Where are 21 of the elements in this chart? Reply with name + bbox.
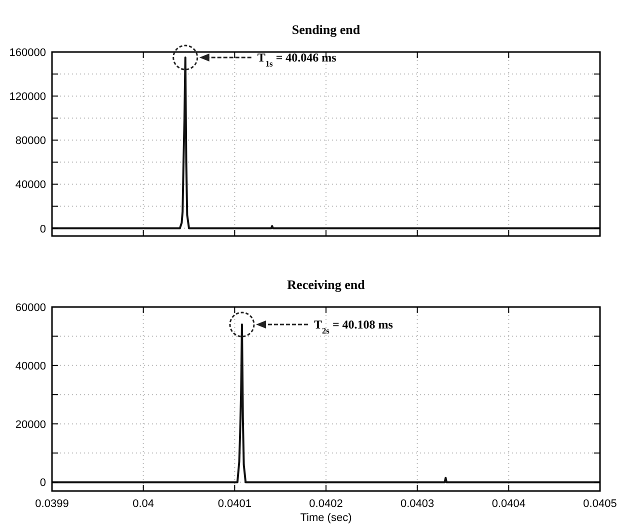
x-tick-label: 0.0401 — [218, 498, 252, 510]
x-tick-label: 0.0402 — [309, 498, 343, 510]
x-tick-label: 0.0399 — [35, 498, 69, 510]
x-axis-title: Time (sec) — [300, 512, 352, 524]
annotation: T$_{2s}$ = 40.108 ms — [314, 318, 394, 336]
y-tick-label: 0 — [40, 477, 46, 490]
x-tick-label: 0.0405 — [583, 498, 617, 510]
x-tick-label: 0.0404 — [492, 498, 526, 510]
y-tick-label: 80000 — [15, 135, 46, 148]
y-tick-label: 160000 — [9, 47, 46, 59]
y-tick-label: 60000 — [15, 302, 46, 314]
y-tick-label: 20000 — [15, 418, 46, 431]
y-tick-label: 0 — [40, 223, 46, 236]
chart-title: Receiving end — [287, 277, 366, 292]
x-tick-label: 0.04 — [132, 498, 154, 510]
y-tick-label: 40000 — [15, 360, 46, 372]
y-tick-label: 120000 — [9, 91, 46, 104]
chart-title: Sending end — [292, 22, 361, 37]
x-tick-label: 0.0403 — [400, 498, 434, 510]
y-tick-label: 40000 — [15, 179, 46, 192]
annotation: T$_{1s}$ = 40.046 ms — [257, 50, 337, 68]
